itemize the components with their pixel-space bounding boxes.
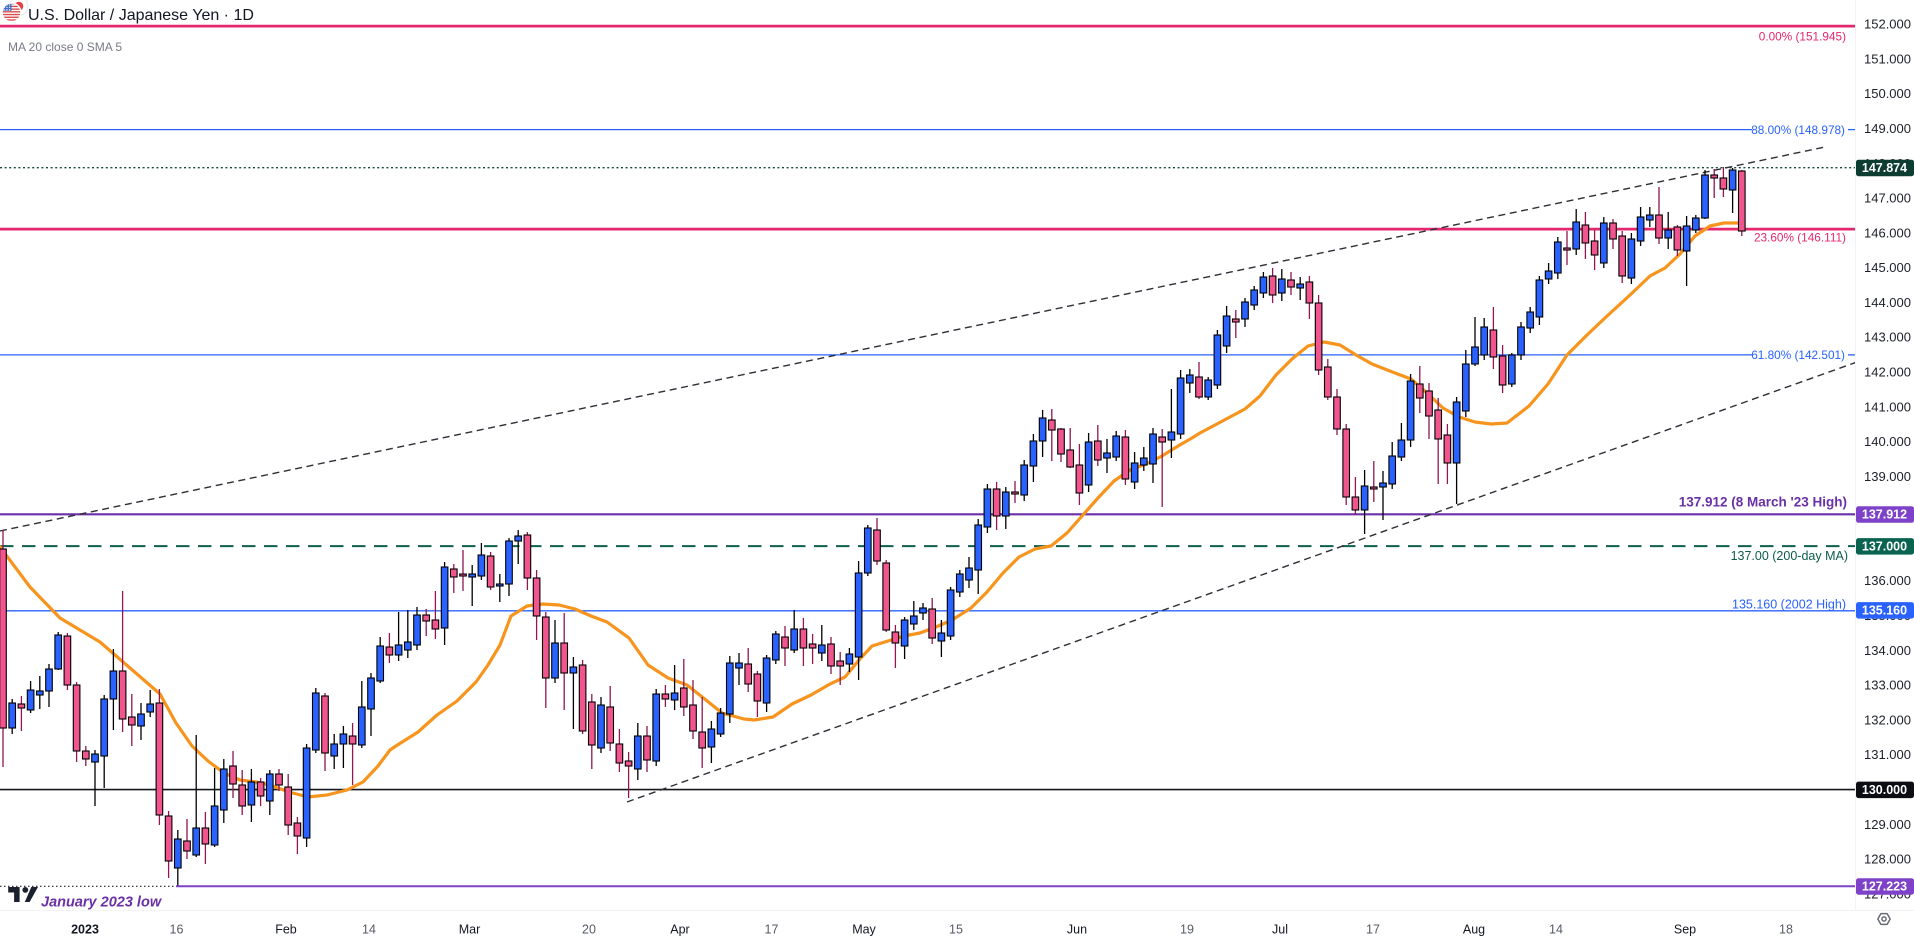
svg-text:14: 14 xyxy=(362,923,376,937)
svg-text:15: 15 xyxy=(949,923,963,937)
svg-text:2023: 2023 xyxy=(71,923,99,937)
svg-text:135.160: 135.160 xyxy=(1862,604,1907,618)
svg-text:149.000: 149.000 xyxy=(1864,121,1911,136)
svg-text:131.000: 131.000 xyxy=(1864,747,1911,762)
svg-text:135.160 (2002 High): 135.160 (2002 High) xyxy=(1732,598,1846,612)
svg-text:136.000: 136.000 xyxy=(1864,573,1911,588)
svg-text:Aug: Aug xyxy=(1463,923,1485,937)
svg-text:147.874: 147.874 xyxy=(1862,161,1907,175)
svg-text:19: 19 xyxy=(1180,923,1194,937)
svg-text:0.00% (151.945): 0.00% (151.945) xyxy=(1759,30,1846,44)
svg-text:133.000: 133.000 xyxy=(1864,678,1911,693)
svg-text:Jul: Jul xyxy=(1272,923,1288,937)
svg-text:130.000: 130.000 xyxy=(1862,783,1907,797)
svg-text:134.000: 134.000 xyxy=(1864,643,1911,658)
svg-text:18: 18 xyxy=(1779,923,1793,937)
svg-text:137.000: 137.000 xyxy=(1862,540,1907,554)
svg-text:129.000: 129.000 xyxy=(1864,817,1911,832)
svg-text:Sep: Sep xyxy=(1674,923,1696,937)
svg-text:23.60% (146.111): 23.60% (146.111) xyxy=(1754,231,1846,245)
svg-text:140.000: 140.000 xyxy=(1864,434,1911,449)
svg-text:MA 20 close 0 SMA 5: MA 20 close 0 SMA 5 xyxy=(8,40,122,54)
svg-text:141.000: 141.000 xyxy=(1864,399,1911,414)
svg-text:Jun: Jun xyxy=(1067,923,1087,937)
svg-text:137.00 (200-day MA): 137.00 (200-day MA) xyxy=(1731,549,1848,563)
svg-text:January 2023 low: January 2023 low xyxy=(41,895,163,911)
svg-text:May: May xyxy=(852,923,876,937)
svg-text:147.000: 147.000 xyxy=(1864,191,1911,206)
svg-text:137.912: 137.912 xyxy=(1862,508,1907,522)
svg-text:145.000: 145.000 xyxy=(1864,260,1911,275)
svg-text:20: 20 xyxy=(582,923,596,937)
svg-text:142.000: 142.000 xyxy=(1864,365,1911,380)
svg-text:127.223: 127.223 xyxy=(1862,880,1907,894)
svg-text:144.000: 144.000 xyxy=(1864,295,1911,310)
svg-text:Mar: Mar xyxy=(459,923,481,937)
svg-text:Feb: Feb xyxy=(275,923,297,937)
svg-text:17: 17 xyxy=(765,923,779,937)
svg-text:137.912 (8 March '23 High): 137.912 (8 March '23 High) xyxy=(1679,495,1847,510)
svg-text:14: 14 xyxy=(1549,923,1563,937)
svg-text:152.000: 152.000 xyxy=(1864,17,1911,32)
svg-text:139.000: 139.000 xyxy=(1864,469,1911,484)
svg-text:Apr: Apr xyxy=(670,923,689,937)
svg-text:151.000: 151.000 xyxy=(1864,51,1911,66)
svg-text:150.000: 150.000 xyxy=(1864,86,1911,101)
svg-text:146.000: 146.000 xyxy=(1864,225,1911,240)
svg-text:61.80% (142.501): 61.80% (142.501) xyxy=(1751,348,1845,362)
svg-text:88.00% (148.978): 88.00% (148.978) xyxy=(1751,123,1845,137)
svg-text:143.000: 143.000 xyxy=(1864,330,1911,345)
svg-text:128.000: 128.000 xyxy=(1864,852,1911,867)
svg-text:132.000: 132.000 xyxy=(1864,712,1911,727)
svg-text:U.S. Dollar / Japanese Yen · 1: U.S. Dollar / Japanese Yen · 1D xyxy=(28,7,254,24)
svg-text:17: 17 xyxy=(1366,923,1380,937)
svg-text:16: 16 xyxy=(170,923,184,937)
